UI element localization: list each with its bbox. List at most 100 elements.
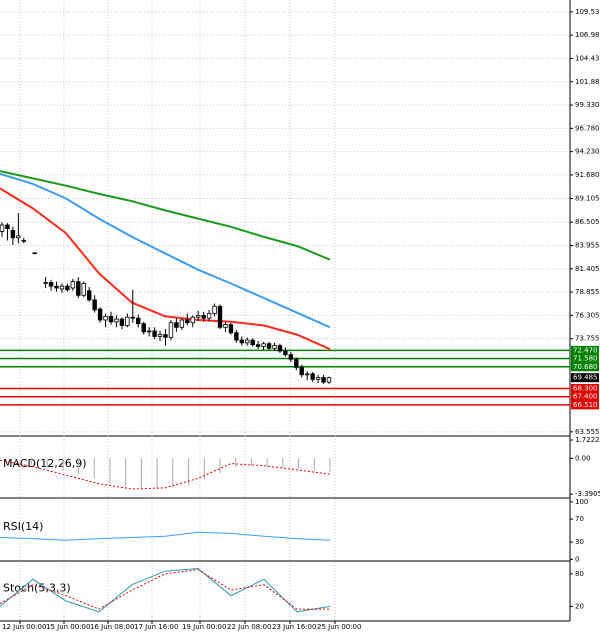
histogram-bar xyxy=(30,458,32,465)
candle-body xyxy=(228,324,234,334)
candle-body xyxy=(250,339,255,346)
level-label: 72.470 xyxy=(573,346,598,354)
level-label: 66.510 xyxy=(573,401,598,409)
candle-body xyxy=(5,224,10,230)
candle-body xyxy=(157,334,163,337)
histogram-bar xyxy=(219,458,221,474)
candle-body xyxy=(294,358,299,368)
pane-title: Stoch(5,3,3) xyxy=(3,582,71,595)
candle-body xyxy=(217,305,223,328)
candle-body xyxy=(266,343,272,349)
histogram-bar xyxy=(125,458,127,486)
series-line xyxy=(0,172,331,329)
candle-body xyxy=(103,315,108,321)
histogram-bar xyxy=(250,458,252,466)
level-tag xyxy=(571,345,599,355)
candle-body xyxy=(185,319,190,324)
candle-body xyxy=(326,377,332,383)
candle-body xyxy=(87,290,92,301)
x-tick-label: 22 Jun 08:00 xyxy=(227,623,271,631)
candle-body xyxy=(81,283,86,296)
candle-body xyxy=(310,373,315,380)
series-line xyxy=(0,459,331,490)
histogram-bar xyxy=(172,458,174,488)
histogram-bar xyxy=(282,458,284,468)
candle-body xyxy=(163,334,168,338)
level-label: 69.485 xyxy=(573,374,598,382)
series-line xyxy=(0,569,330,610)
candle-body xyxy=(152,330,157,337)
y-tick-label: 83.955 xyxy=(575,241,600,249)
candle-body xyxy=(261,343,266,347)
candle-body xyxy=(234,332,239,341)
candle-body xyxy=(65,285,70,291)
candle-body xyxy=(179,319,185,328)
candle-body xyxy=(59,285,65,290)
candle-body xyxy=(283,350,288,356)
y-tick-label: 73.755 xyxy=(575,335,600,343)
candle-body xyxy=(136,317,141,325)
candle-body xyxy=(0,224,5,232)
level-label: 70.680 xyxy=(573,363,598,371)
pane-title: RSI(14) xyxy=(3,520,43,533)
pane-title: MACD(12,26,9) xyxy=(3,457,87,470)
y-tick-label: -3.3905 xyxy=(575,490,600,498)
candle-body xyxy=(239,339,244,344)
histogram-bar xyxy=(156,458,158,489)
y-tick-label: 94.230 xyxy=(575,148,600,156)
y-tick-label: 76.305 xyxy=(575,311,600,319)
candle-body xyxy=(195,315,201,318)
histogram-bar xyxy=(298,458,300,469)
candle-body xyxy=(277,345,283,352)
candle-body xyxy=(223,324,228,328)
histogram-bar xyxy=(46,458,48,468)
series-line xyxy=(0,531,331,541)
y-tick-label: 96.780 xyxy=(575,124,600,132)
candle-body xyxy=(70,281,76,289)
candle-body xyxy=(108,315,114,323)
series-line xyxy=(0,170,331,261)
candle-body xyxy=(119,318,125,326)
candle-body xyxy=(174,322,179,328)
histogram-bar xyxy=(235,458,237,468)
y-tick-label: 0 xyxy=(575,555,579,563)
candle-body xyxy=(255,344,261,347)
candle-body xyxy=(141,323,146,333)
candle-body xyxy=(206,313,212,319)
candle-body xyxy=(272,345,277,349)
candle-body xyxy=(146,330,152,333)
candle-body xyxy=(288,354,294,360)
y-tick-label: 89.105 xyxy=(575,194,600,202)
candle-body xyxy=(190,316,195,324)
level-tag xyxy=(571,383,599,393)
histogram-bar xyxy=(203,458,205,480)
candle-body xyxy=(76,281,81,296)
y-tick-label: 80 xyxy=(575,570,584,578)
level-tag xyxy=(571,373,599,383)
candle-body xyxy=(168,322,174,338)
histogram-bar xyxy=(140,458,142,488)
histogram-bar xyxy=(266,458,268,467)
histogram-bar xyxy=(109,458,111,483)
y-tick-label: 20 xyxy=(575,602,584,610)
level-label: 68.300 xyxy=(573,384,598,392)
y-tick-label: 106.980 xyxy=(575,31,600,39)
candle-body xyxy=(43,282,48,284)
level-tag xyxy=(571,392,599,402)
candle-body xyxy=(16,235,21,239)
level-tag xyxy=(571,354,599,364)
x-tick-label: 25 Jun 00:00 xyxy=(317,623,361,631)
y-tick-label: 86.505 xyxy=(575,218,600,226)
x-tick-label: 15 Jun 00:00 xyxy=(46,623,90,631)
candle-body xyxy=(125,316,130,326)
y-tick-label: 70 xyxy=(575,515,584,523)
candle-body xyxy=(201,315,206,319)
x-tick-label: 12 Jun 00:00 xyxy=(2,623,46,631)
histogram-bar xyxy=(15,458,17,463)
candle-body xyxy=(32,252,37,255)
candle-body xyxy=(92,299,97,311)
candle-body xyxy=(114,318,119,323)
histogram-bar xyxy=(78,458,80,475)
